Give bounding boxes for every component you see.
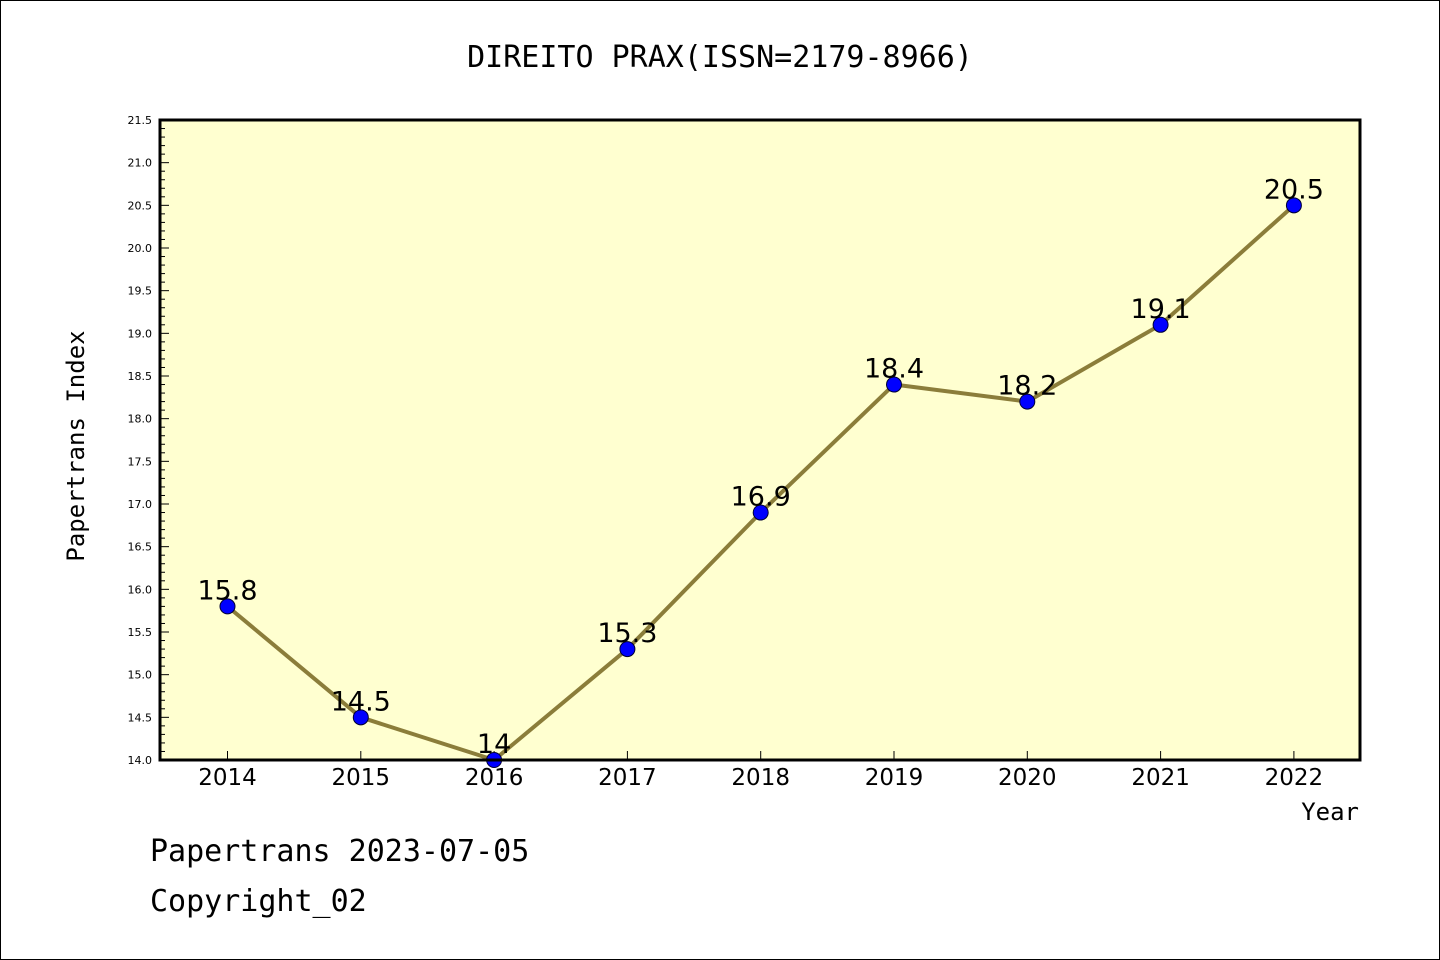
data-label: 14.5 xyxy=(331,686,391,717)
data-label: 16.9 xyxy=(731,482,791,513)
x-tick-label: 2017 xyxy=(598,765,657,791)
y-tick-label: 19.0 xyxy=(128,327,153,340)
plot-border xyxy=(158,118,1362,762)
y-axis-label: Papertrans Index xyxy=(62,330,90,561)
x-tick-label: 2014 xyxy=(198,765,257,791)
data-point-group xyxy=(219,197,1302,768)
y-tick-label: 19.5 xyxy=(128,285,153,298)
y-tick-label: 16.0 xyxy=(128,583,153,596)
x-axis-ticks: 2014 2015 2016 2017 2018 2019 2020 2021 2022 xyxy=(198,751,1323,791)
y-tick-label: 14.0 xyxy=(128,754,153,767)
y-axis-ticks: 14.0 14.5 15.0 15.5 16.0 16.5 17.0 17.5 18.0 18.5… xyxy=(128,114,169,767)
data-point xyxy=(619,641,636,658)
x-tick-label: 2015 xyxy=(332,765,391,791)
data-label: 19.1 xyxy=(1131,294,1191,325)
chart-title: DIREITO PRAX(ISSN=2179-8966) xyxy=(467,40,973,75)
x-tick-label: 2020 xyxy=(998,765,1057,791)
data-point xyxy=(1152,316,1169,333)
data-point xyxy=(752,504,769,521)
y-tick-label: 17.0 xyxy=(128,498,153,511)
data-label: 15.8 xyxy=(197,575,257,606)
y-tick-label: 15.5 xyxy=(128,626,153,639)
y-tick-label: 20.5 xyxy=(128,199,153,212)
y-tick-label: 21.5 xyxy=(128,114,153,127)
y-tick-label: 18.0 xyxy=(128,413,153,426)
data-label-group: 15.8 14.5 14 15.3 16.9 18.4 18.2 19.1 20.5 xyxy=(197,174,1324,760)
x-tick-label: 2018 xyxy=(731,765,790,791)
data-point xyxy=(219,598,236,615)
data-label: 15.3 xyxy=(597,618,657,649)
x-tick-label: 2021 xyxy=(1131,765,1190,791)
data-point xyxy=(886,376,902,393)
data-label: 18.4 xyxy=(864,354,924,385)
data-point xyxy=(352,709,369,726)
data-label: 18.2 xyxy=(997,371,1057,402)
y-tick-label: 15.0 xyxy=(128,669,153,682)
data-point xyxy=(1019,393,1036,410)
footer-date: Papertrans 2023-07-05 xyxy=(150,834,530,869)
y-tick-label: 16.5 xyxy=(128,541,153,554)
x-tick-label: 2016 xyxy=(465,765,524,791)
data-label: 20.5 xyxy=(1264,174,1324,205)
y-tick-label: 21.0 xyxy=(128,157,153,170)
y-tick-label: 18.5 xyxy=(128,370,153,383)
x-axis-label: Year xyxy=(1301,798,1359,826)
y-tick-label: 20.0 xyxy=(128,242,153,255)
x-tick-label: 2019 xyxy=(865,765,924,791)
y-tick-label: 17.5 xyxy=(128,455,153,468)
footer-copyright: Copyright_02 xyxy=(150,884,367,919)
x-tick-label: 2022 xyxy=(1265,765,1324,791)
plot-area xyxy=(160,120,1360,760)
data-point xyxy=(1285,197,1302,214)
data-label: 14 xyxy=(477,729,511,760)
y-tick-label: 14.5 xyxy=(128,711,153,724)
